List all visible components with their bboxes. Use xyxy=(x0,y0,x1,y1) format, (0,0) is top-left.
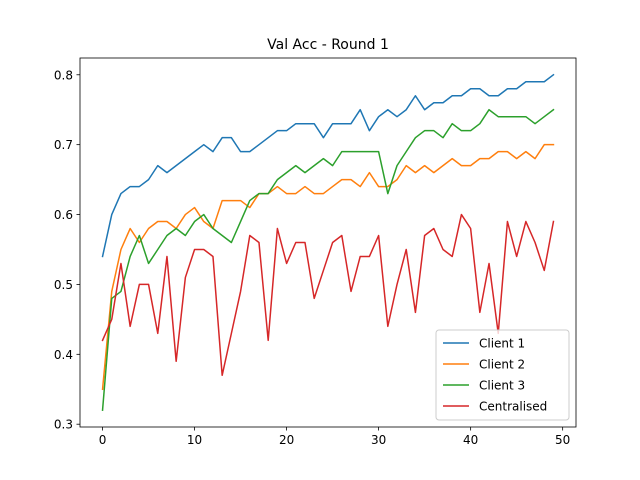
plot-frame xyxy=(79,57,577,428)
y-tick-label: 0.8 xyxy=(54,68,73,82)
y-tick-label: 0.3 xyxy=(54,418,73,432)
legend-label-centralised: Centralised xyxy=(479,400,547,414)
y-tick-label: 0.4 xyxy=(54,348,73,362)
series-centralised xyxy=(101,213,555,377)
series-line-client-1 xyxy=(101,73,555,258)
series-client-3 xyxy=(101,108,555,412)
series-client-2 xyxy=(101,143,555,391)
series-line-centralised xyxy=(101,213,555,377)
y-tick-label: 0.5 xyxy=(54,278,73,292)
series-line-client-2 xyxy=(101,143,555,391)
x-tick-label: 10 xyxy=(187,433,202,447)
legend-label-client-3: Client 3 xyxy=(479,379,525,393)
axes: 0 10 20 30 40 50 0.3 0.4 0.5 0.6 0.7 0.8 xyxy=(54,57,577,447)
x-tick-label: 30 xyxy=(371,433,386,447)
chart-title: Val Acc - Round 1 xyxy=(267,37,389,53)
y-tick-label: 0.6 xyxy=(54,208,73,222)
plot-lines xyxy=(101,73,555,412)
x-tick-label: 40 xyxy=(463,433,478,447)
legend: Client 1 Client 2 Client 3 Centralised xyxy=(435,329,570,421)
x-tick-label: 50 xyxy=(555,433,570,447)
x-tick-label: 20 xyxy=(279,433,294,447)
series-client-1 xyxy=(101,73,555,258)
x-tick-label: 0 xyxy=(99,433,107,447)
legend-label-client-2: Client 2 xyxy=(479,358,525,372)
y-tick-label: 0.7 xyxy=(54,138,73,152)
legend-box xyxy=(435,329,570,421)
legend-label-client-1: Client 1 xyxy=(479,337,525,351)
series-line-client-3 xyxy=(101,108,555,412)
